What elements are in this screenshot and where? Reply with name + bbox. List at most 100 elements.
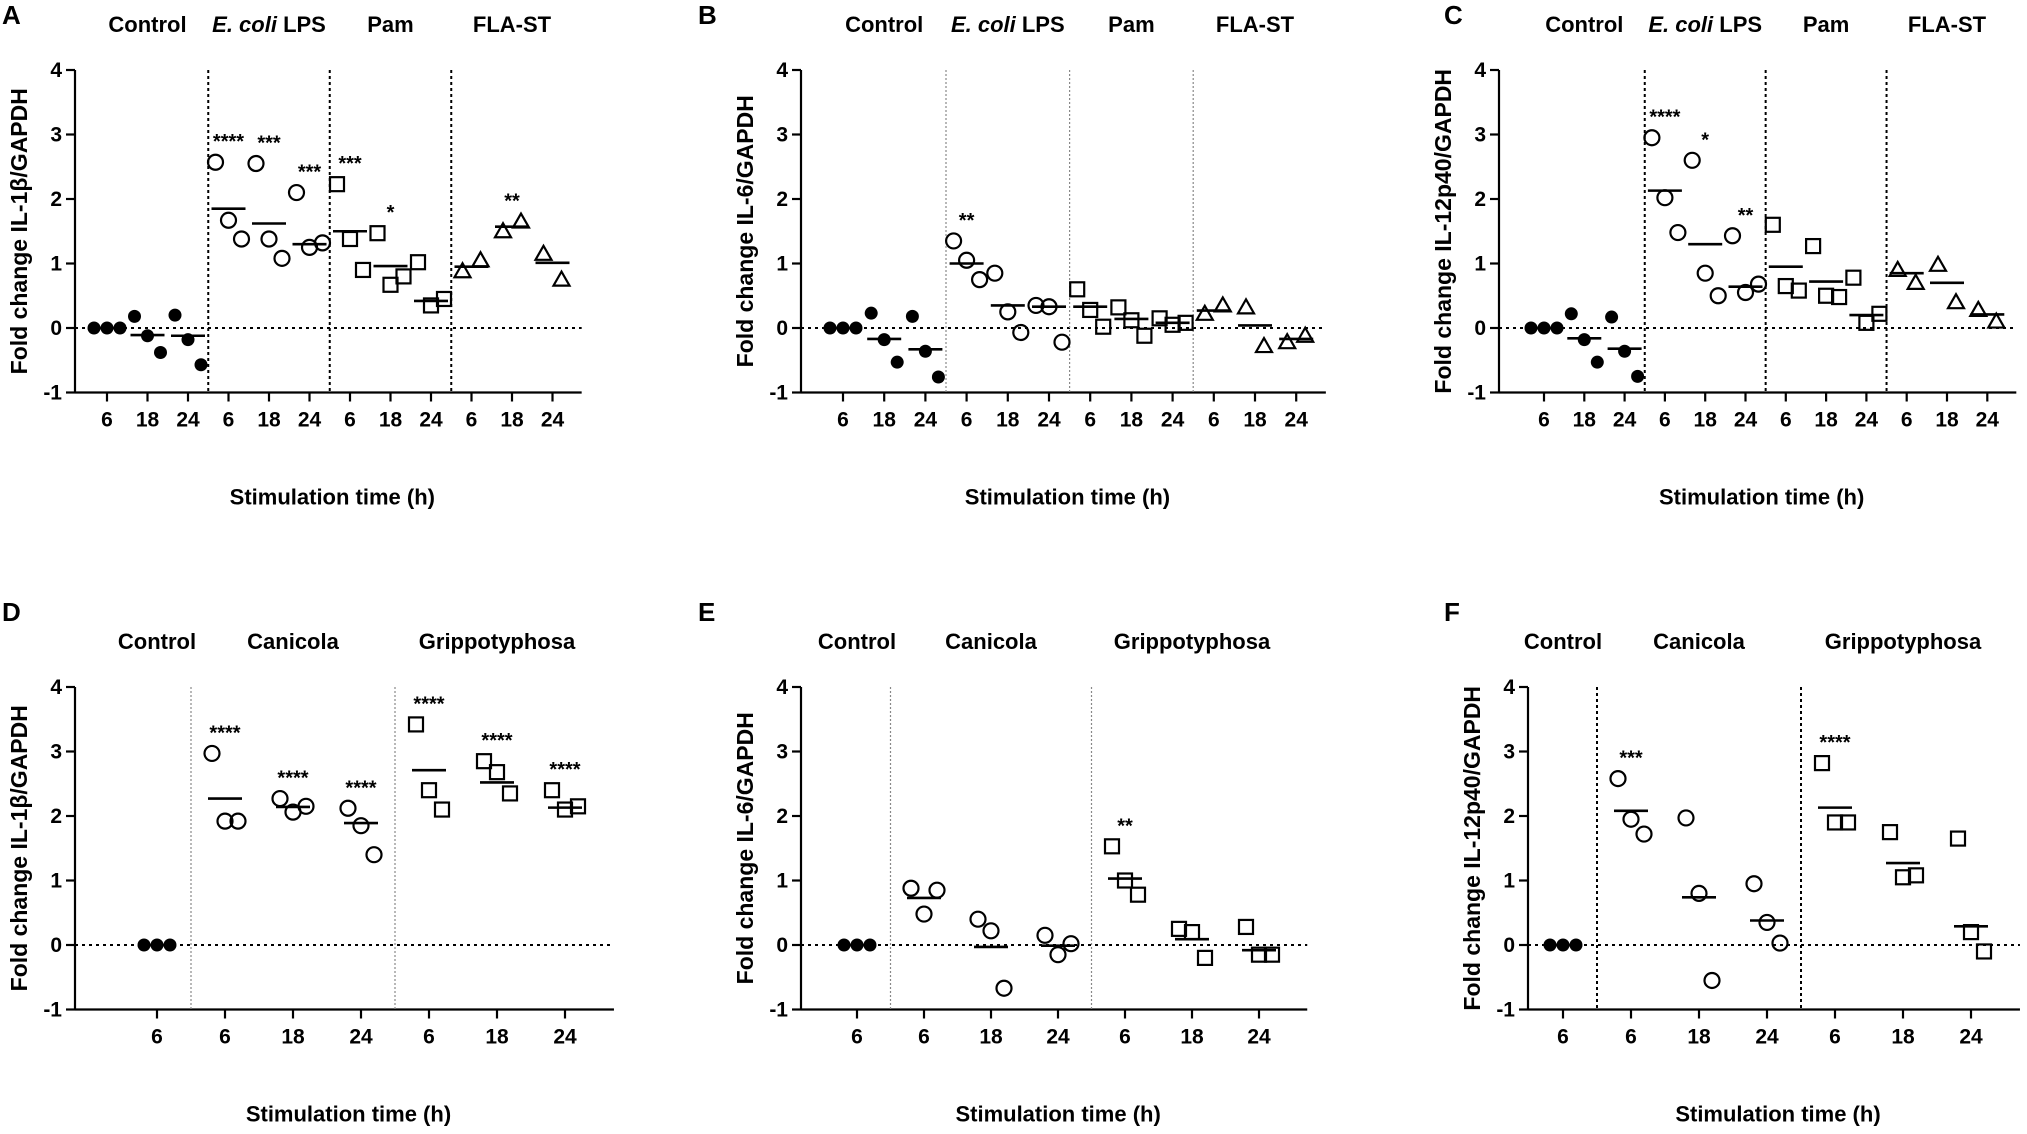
data-point-triangle xyxy=(1295,325,1316,343)
data-point-circle xyxy=(1053,333,1071,351)
data-point-dot xyxy=(194,358,208,372)
x-tick-label: 18 xyxy=(1935,409,1959,432)
y-tick-label: 1 xyxy=(776,870,788,893)
y-tick-label: 4 xyxy=(50,676,62,699)
data-point-circle xyxy=(915,905,933,923)
group-header: Control xyxy=(1545,12,1623,37)
x-tick-label: 6 xyxy=(423,1026,435,1049)
y-tick-label: 3 xyxy=(776,124,788,147)
data-point-circle xyxy=(273,249,291,267)
group-header-italic: E. coli xyxy=(951,12,1017,37)
x-tick-label: 24 xyxy=(349,1026,373,1049)
x-tick-label: 24 xyxy=(419,409,443,432)
data-point-circle xyxy=(902,879,920,897)
data-point-circle xyxy=(287,183,306,202)
data-point-square xyxy=(1839,814,1857,831)
group-header-name: FLA-ST xyxy=(1216,12,1295,37)
data-point-circle xyxy=(1736,283,1755,302)
data-point-circle xyxy=(1012,323,1030,342)
x-tick-label: 6 xyxy=(219,1026,231,1049)
x-tick-label: 6 xyxy=(851,1026,863,1049)
data-point-square xyxy=(407,716,425,733)
x-tick-label: 6 xyxy=(151,1026,163,1049)
group-header: FLA-ST xyxy=(1216,12,1295,37)
data-point-square xyxy=(354,261,372,279)
x-tick-label: 6 xyxy=(1538,409,1550,432)
group-header: E. coli LPS xyxy=(951,12,1065,37)
x-tick-label: 6 xyxy=(344,409,356,432)
data-point-square xyxy=(1110,299,1127,316)
data-point-circle xyxy=(1745,875,1763,893)
data-point-circle xyxy=(1690,884,1708,903)
y-tick-label: -1 xyxy=(43,999,62,1022)
x-axis-label: Stimulation time (h) xyxy=(246,1102,451,1127)
y-axis-label: Fold change IL-1β/GAPDH xyxy=(6,88,32,374)
y-tick-label: 0 xyxy=(776,934,788,957)
x-tick-label: 18 xyxy=(979,1026,1003,1049)
data-point-circle xyxy=(1609,769,1627,788)
x-tick-label: 24 xyxy=(1855,409,1879,432)
x-tick-label: 24 xyxy=(1976,409,2000,432)
data-point-circle xyxy=(928,881,946,899)
y-axis-label: Fold change IL-1β/GAPDH xyxy=(6,705,32,991)
data-point-dot xyxy=(128,309,141,323)
y-tick-label: 3 xyxy=(50,124,62,147)
data-point-dot xyxy=(890,355,904,369)
x-tick-label: 24 xyxy=(298,409,322,432)
group-header-name: Control xyxy=(108,12,186,37)
y-axis-label: Fold change IL-12p40/GAPDH xyxy=(1430,69,1456,394)
x-tick-label: 18 xyxy=(1120,409,1144,432)
x-tick-label: 18 xyxy=(1694,409,1718,432)
group-header: Canicola xyxy=(247,629,339,654)
y-tick-label: 2 xyxy=(1474,188,1486,211)
group-header: Control xyxy=(818,629,896,654)
data-point-circle xyxy=(970,271,989,289)
x-tick-label: 6 xyxy=(1557,1026,1569,1049)
data-point-square xyxy=(433,801,451,818)
data-point-circle xyxy=(995,979,1013,997)
group-header: Grippotyphosa xyxy=(419,629,576,654)
data-point-square xyxy=(1764,216,1781,233)
significance-label: * xyxy=(1701,129,1709,151)
group-header: Pam xyxy=(367,12,413,37)
x-tick-label: 24 xyxy=(1755,1026,1779,1049)
y-tick-label: 2 xyxy=(50,188,62,211)
data-point-circle xyxy=(271,789,289,808)
significance-label: **** xyxy=(345,777,376,799)
data-point-circle xyxy=(1683,151,1701,169)
data-point-dot xyxy=(1590,355,1604,369)
data-point-square xyxy=(1116,872,1134,889)
significance-label: ** xyxy=(959,210,975,232)
x-tick-label: 6 xyxy=(1659,409,1671,432)
x-tick-label: 6 xyxy=(1829,1026,1841,1049)
group-header-name: Pam xyxy=(367,12,413,37)
significance-label: *** xyxy=(1619,748,1643,770)
x-axis-label: Stimulation time (h) xyxy=(1675,1102,1880,1127)
y-tick-label: 1 xyxy=(776,253,788,276)
data-point-triangle xyxy=(1946,291,1966,310)
x-tick-label: 6 xyxy=(918,1026,930,1049)
x-tick-label: 18 xyxy=(996,409,1020,432)
group-header-name: LPS xyxy=(1022,12,1065,37)
data-point-triangle xyxy=(493,221,513,239)
x-tick-label: 18 xyxy=(257,409,281,432)
data-point-square xyxy=(475,753,493,770)
significance-label: ** xyxy=(1117,815,1133,837)
y-tick-label: 2 xyxy=(776,805,788,828)
group-header-name: Control xyxy=(845,12,923,37)
x-tick-label: 6 xyxy=(1119,1026,1131,1049)
y-axis-label: Fold change IL-12p40/GAPDH xyxy=(1459,686,1485,1011)
x-tick-label: 6 xyxy=(1625,1026,1637,1049)
x-tick-label: 6 xyxy=(223,409,235,432)
group-header: FLA-ST xyxy=(1908,12,1987,37)
group-header: Canicola xyxy=(1653,629,1745,654)
data-point-dot xyxy=(931,370,945,384)
data-point-circle xyxy=(206,153,225,171)
data-point-square xyxy=(395,268,412,285)
group-header-italic: E. coli xyxy=(1648,12,1714,37)
data-point-triangle xyxy=(1236,297,1256,315)
data-point-dot xyxy=(905,309,919,323)
y-tick-label: 4 xyxy=(1474,59,1486,82)
data-point-triangle xyxy=(1986,311,2007,329)
panel-a: A -1 0 1 2 3 4 Fold change IL-1β/GAPDH 6 18 24 6 18 2… xyxy=(2,0,582,510)
